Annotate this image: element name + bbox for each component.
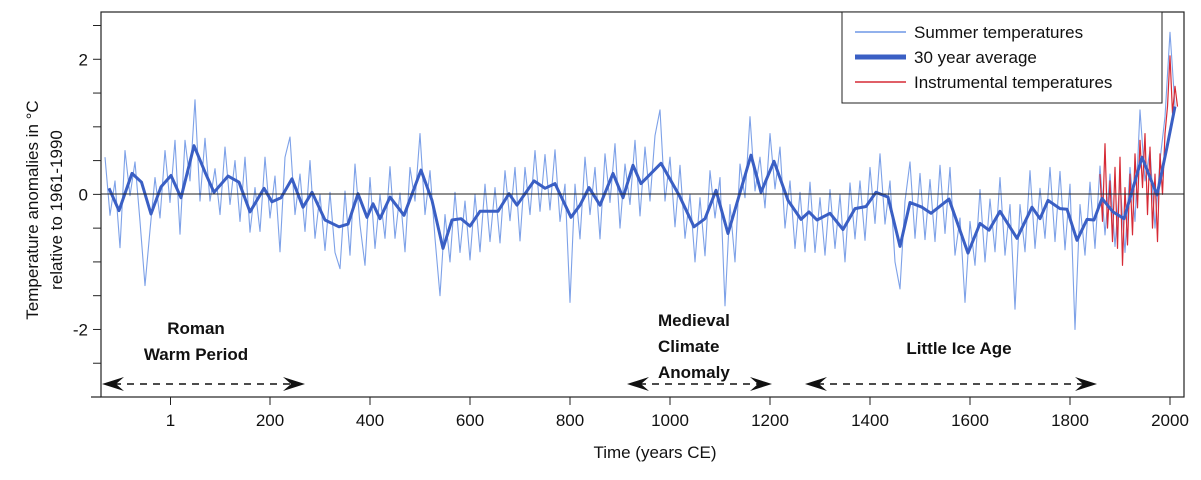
x-tick-label: 600 [456,411,484,430]
arrow-left-icon [627,377,649,391]
x-tick-label: 1200 [751,411,789,430]
axes-layer: 1 200 400 600 800 1000 1200 1400 1600 1800 200020-… [73,25,1189,430]
annotations-layer: Roman Warm Period Medieval Climate Anomaly Li… [102,311,1097,391]
x-tick-label: 1000 [651,411,689,430]
period-label: Anomaly [658,363,730,382]
legend: Summer temperatures 30 year average Inst… [841,11,1163,104]
legend-label-summer: Summer temperatures [914,23,1083,42]
arrow-left-icon [805,377,827,391]
y-tick-label: 2 [79,50,88,69]
summer-temperatures-line [104,31,1176,331]
x-axis-label: Time (years CE) [593,443,716,462]
x-tick-label: 1800 [1051,411,1089,430]
thirty-year-average-line [107,106,1177,255]
x-tick-label: 400 [356,411,384,430]
y-tick-label: -2 [73,320,88,339]
x-tick-label: 200 [256,411,284,430]
arrow-right-icon [283,377,305,391]
period-label: Medieval [658,311,730,330]
y-tick-label: 0 [79,185,88,204]
y-axis-label-line-2: relative to 1961-1990 [47,130,66,290]
instrumental-temperatures-line [1099,55,1179,266]
arrow-right-icon [1075,377,1097,391]
period-label: Roman [167,319,225,338]
period-annotation: Medieval Climate Anomaly [627,311,772,391]
period-label: Little Ice Age [906,339,1011,358]
x-tick-label: 1400 [851,411,889,430]
series-layer [104,31,1179,331]
x-tick-label: 1 [166,411,175,430]
x-tick-label: 2000 [1151,411,1189,430]
period-label: Climate [658,337,719,356]
x-tick-label: 1600 [951,411,989,430]
arrow-left-icon [102,377,124,391]
period-annotation: Roman Warm Period [102,319,305,391]
legend-label-average: 30 year average [914,48,1037,67]
period-label: Warm Period [144,345,248,364]
plot-frame [100,11,1185,398]
y-axis-label-line-1: Temperature anomalies in °C [23,100,42,319]
period-annotation: Little Ice Age [805,339,1097,391]
legend-label-instrumental: Instrumental temperatures [914,73,1112,92]
arrow-right-icon [750,377,772,391]
x-tick-label: 800 [556,411,584,430]
